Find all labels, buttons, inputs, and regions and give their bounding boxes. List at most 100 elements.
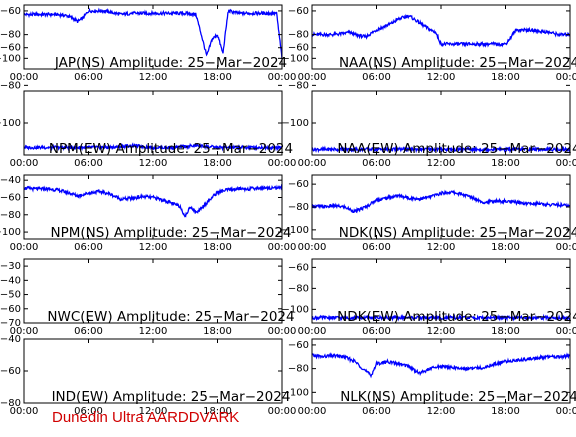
x-tick-label: 18:00 [491, 326, 520, 337]
y-tick-label: −30 [0, 261, 21, 272]
x-tick-label: 06:00 [362, 326, 391, 337]
plot-area [24, 183, 282, 218]
panel-5: −40−60−80−10000:0006:0012:0018:0000:00NP… [0, 174, 297, 253]
x-tick-label: 00:00 [298, 326, 327, 337]
x-tick-label: 18:00 [491, 158, 520, 169]
x-tick-label: 00:00 [556, 72, 576, 83]
y-tick-label: −60 [288, 6, 309, 17]
panel-title: NPM(EW) Amplitude: 25−Mar−2024 [49, 141, 293, 157]
x-tick-label: 06:00 [74, 242, 103, 253]
panel-10: −60−80−10000:0006:0012:0018:0000:00NLK(N… [282, 338, 576, 417]
x-tick-label: 06:00 [362, 158, 391, 169]
x-tick-label: 18:00 [203, 72, 232, 83]
panel-3: −60−80−10000:0006:0012:0018:0000:00NPM(E… [0, 43, 296, 169]
y-tick-label: −80 [0, 80, 21, 91]
y-tick-label: −100 [282, 387, 309, 398]
panel-title: IND(EW) Amplitude: 25−Mar−2024 [52, 389, 291, 405]
x-tick-label: 12:00 [427, 158, 456, 169]
x-tick-label: 00:00 [10, 72, 39, 83]
series-line [312, 13, 570, 48]
y-tick-label: −80 [288, 283, 309, 294]
y-tick-label: −80 [0, 210, 21, 221]
x-tick-label: 12:00 [139, 158, 168, 169]
x-tick-label: 12:00 [427, 326, 456, 337]
panel-2: −60−80−10000:0006:0012:0018:0000:00NAA(N… [282, 4, 576, 83]
y-tick-label: −70 [0, 318, 21, 329]
x-tick-label: 00:00 [268, 242, 297, 253]
panel-title: NWC(EW) Amplitude: 25−Mar−2024 [47, 309, 294, 325]
y-tick-label: −100 [282, 53, 309, 64]
panel-1: −60−80−10000:0006:0012:0018:0000:00JAP(N… [0, 4, 296, 83]
y-tick-label: −60 [0, 43, 21, 54]
x-tick-label: 00:00 [268, 158, 297, 169]
x-tick-label: 06:00 [74, 72, 103, 83]
y-tick-label: −60 [288, 43, 309, 54]
x-tick-label: 12:00 [139, 72, 168, 83]
y-tick-label: −60 [288, 262, 309, 273]
series-line [312, 145, 570, 154]
x-tick-label: 00:00 [556, 242, 576, 253]
series-line [24, 142, 282, 152]
footer-label: Dunedin Ultra AARDDVARK [52, 409, 239, 426]
y-tick-label: −80 [288, 30, 309, 41]
x-tick-label: 06:00 [362, 72, 391, 83]
panel-title: NAA(NS) Amplitude: 25−Mar−2024 [339, 55, 576, 71]
panel-title: NDK(EW) Amplitude: 25−Mar−2024 [337, 309, 576, 325]
y-tick-label: −60 [0, 6, 21, 17]
x-tick-label: 00:00 [10, 242, 39, 253]
y-tick-label: −60 [288, 179, 309, 190]
y-tick-label: −100 [0, 53, 21, 64]
y-tick-label: −60 [0, 366, 21, 377]
y-tick-label: −50 [0, 290, 21, 301]
x-tick-label: 12:00 [427, 72, 456, 83]
x-tick-label: 12:00 [139, 326, 168, 337]
y-tick-label: −80 [288, 202, 309, 213]
series-line [24, 183, 282, 218]
panel-title: JAP(NS) Amplitude: 25−Mar−2024 [54, 55, 287, 71]
y-tick-label: −100 [0, 227, 21, 238]
x-tick-label: 18:00 [491, 242, 520, 253]
x-tick-label: 00:00 [298, 406, 327, 417]
x-tick-label: 00:00 [556, 326, 576, 337]
panel-title: NPM(NS) Amplitude: 25−Mar−2024 [50, 225, 291, 241]
y-tick-label: −60 [288, 340, 309, 351]
series-line [312, 189, 570, 214]
y-tick-label: −80 [288, 80, 309, 91]
y-tick-label: −100 [282, 118, 309, 129]
x-tick-label: 00:00 [10, 158, 39, 169]
plot-area [24, 7, 282, 60]
panel-title: NLK(NS) Amplitude: 25−Mar−2024 [340, 389, 576, 405]
x-tick-label: 18:00 [203, 158, 232, 169]
y-tick-label: −40 [0, 334, 21, 345]
x-tick-label: 00:00 [556, 158, 576, 169]
x-tick-label: 06:00 [74, 406, 103, 417]
panel-title: NAA(EW) Amplitude: 25−Mar−2024 [337, 141, 576, 157]
panel-8: −60−80−10000:0006:0012:0018:0000:00NDK(E… [282, 258, 576, 337]
x-tick-label: 18:00 [203, 406, 232, 417]
y-tick-label: −80 [0, 30, 21, 41]
x-tick-label: 00:00 [10, 406, 39, 417]
x-tick-label: 18:00 [491, 72, 520, 83]
x-tick-label: 18:00 [203, 326, 232, 337]
x-tick-label: 00:00 [268, 326, 297, 337]
x-tick-label: 06:00 [74, 158, 103, 169]
x-tick-label: 00:00 [10, 326, 39, 337]
x-tick-label: 12:00 [139, 242, 168, 253]
x-tick-label: 00:00 [556, 406, 576, 417]
series-line [312, 351, 570, 379]
x-tick-label: 00:00 [268, 406, 297, 417]
x-tick-label: 12:00 [427, 406, 456, 417]
x-tick-label: 06:00 [74, 326, 103, 337]
panel-4: −60−80−10000:0006:0012:0018:0000:00NAA(E… [282, 43, 576, 169]
y-tick-label: −60 [0, 192, 21, 203]
plot-area [24, 142, 282, 152]
plot-area [312, 13, 570, 48]
y-tick-label: −100 [282, 225, 309, 236]
series-line [24, 7, 282, 60]
y-tick-label: −100 [282, 304, 309, 315]
x-tick-label: 06:00 [362, 242, 391, 253]
x-tick-label: 06:00 [362, 406, 391, 417]
y-tick-label: −40 [0, 175, 21, 186]
